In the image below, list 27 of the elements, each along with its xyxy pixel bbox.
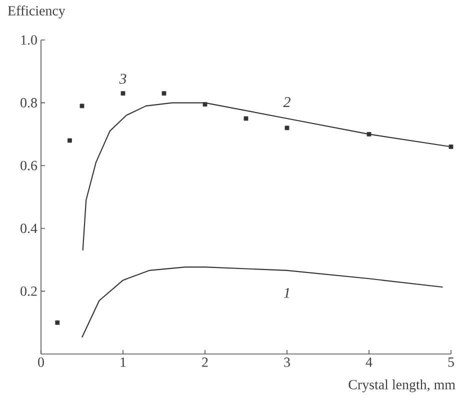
x-tick-label: 3 [284, 358, 290, 367]
point [366, 132, 372, 136]
point [448, 144, 454, 149]
y-tick-label: 0.4 [20, 224, 38, 234]
point [284, 126, 290, 130]
point [244, 116, 248, 121]
point [68, 138, 72, 143]
y-tick-label: 1.0 [21, 35, 37, 45]
series-label: 2 [283, 97, 290, 108]
x-axis-title: Crystal length, mm [348, 380, 456, 392]
series-label: 3 [119, 74, 126, 84]
x-tick-label: 0 [38, 358, 44, 367]
y-tick-label: 0.2 [20, 286, 37, 296]
point [55, 320, 60, 325]
x-tick-label: 2 [202, 358, 208, 367]
point [80, 104, 84, 108]
point [162, 91, 166, 96]
x-tick-label: 1 [120, 358, 126, 367]
y-axis-title: Efficiency [8, 6, 66, 18]
y-tick-label: 0.8 [20, 98, 37, 108]
point [202, 102, 208, 107]
line-series [81, 266, 444, 338]
point [120, 91, 126, 96]
y-tick-label: 0.6 [20, 160, 38, 170]
x-tick-label: 4 [366, 358, 372, 367]
series-label: 1 [284, 288, 290, 298]
x-tick-label: 5 [448, 358, 454, 367]
